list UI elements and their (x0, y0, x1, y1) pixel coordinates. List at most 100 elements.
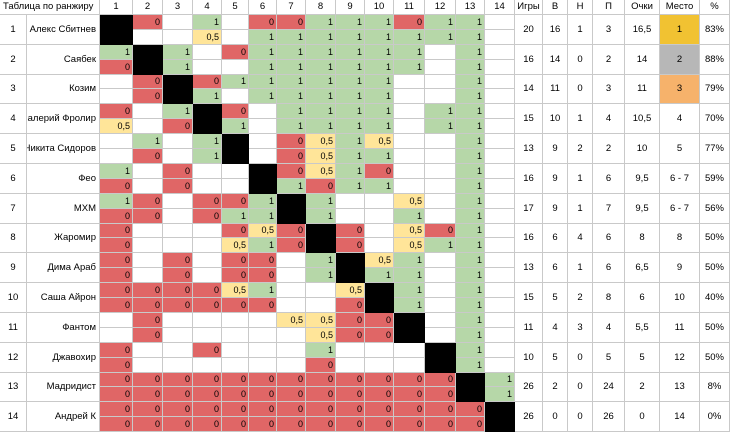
result-cell: 1 (306, 60, 336, 75)
draws-cell: 1 (568, 104, 593, 134)
result-cell: 1 (456, 224, 485, 238)
losses-cell: 26 (593, 402, 625, 432)
player-name: Джавохир (27, 343, 100, 373)
result-cell: 0,5 (306, 328, 336, 343)
place-cell: 11 (660, 313, 700, 343)
result-cell: 0,5 (306, 134, 336, 149)
result-cell: 1 (306, 119, 336, 134)
result-cell: 0 (163, 119, 193, 134)
rank-cell: 6 (0, 164, 27, 194)
stat-header: % (700, 0, 730, 15)
result-cell: 1 (456, 358, 485, 373)
result-cell: 1 (336, 104, 365, 119)
result-cell: 0 (277, 402, 306, 417)
rank-cell: 2 (0, 45, 27, 75)
place-cell: 10 (660, 283, 700, 313)
result-cell (100, 328, 133, 343)
result-cell (394, 358, 425, 373)
losses-cell: 8 (593, 283, 625, 313)
result-cell: 0 (277, 224, 306, 238)
result-cell (163, 149, 193, 164)
result-cell: 0 (133, 209, 163, 224)
games-cell: 16 (515, 224, 543, 253)
stat-header: В (543, 0, 568, 15)
result-cell: 1 (249, 89, 277, 104)
result-cell: 0 (277, 164, 306, 179)
result-cell: 0,5 (277, 313, 306, 328)
result-cell (485, 268, 515, 283)
diagonal-cell (336, 253, 365, 283)
result-cell (133, 164, 163, 179)
rank-cell: 9 (0, 253, 27, 283)
result-cell: 0 (456, 402, 485, 417)
result-cell (425, 60, 456, 75)
result-cell: 1 (394, 268, 425, 283)
result-cell: 1 (306, 75, 336, 89)
result-cell: 0 (163, 283, 193, 298)
wins-cell: 4 (543, 313, 568, 343)
result-cell: 0 (100, 373, 133, 387)
rank-cell: 11 (0, 313, 27, 343)
result-cell: 1 (394, 283, 425, 298)
result-cell: 1 (249, 30, 277, 45)
result-cell (163, 15, 193, 30)
result-cell: 0,5 (365, 134, 394, 149)
diagonal-cell (222, 134, 249, 164)
result-cell: 1 (456, 89, 485, 104)
draws-cell: 1 (568, 253, 593, 283)
result-cell: 0 (306, 179, 336, 194)
result-cell: 0 (133, 417, 163, 432)
wins-cell: 14 (543, 45, 568, 75)
result-cell: 1 (163, 104, 193, 119)
result-cell (193, 253, 222, 268)
result-cell (394, 343, 425, 358)
draws-cell: 0 (568, 343, 593, 373)
result-cell: 1 (456, 238, 485, 253)
result-cell (485, 253, 515, 268)
place-cell: 8 (660, 224, 700, 253)
result-cell: 1 (456, 134, 485, 149)
result-cell (193, 164, 222, 179)
diagonal-cell (163, 75, 193, 104)
result-cell: 0 (425, 387, 456, 402)
result-cell (193, 60, 222, 75)
result-cell (425, 194, 456, 209)
result-cell: 0,5 (222, 238, 249, 253)
percent-cell: 88% (700, 45, 730, 75)
result-cell (425, 209, 456, 224)
result-cell: 1 (277, 30, 306, 45)
player-name: Валерий Фролир (27, 104, 100, 134)
result-cell: 0,5 (249, 224, 277, 238)
result-cell (306, 283, 336, 298)
result-cell: 0 (249, 298, 277, 313)
column-header: 5 (222, 0, 249, 15)
result-cell: 0 (100, 402, 133, 417)
result-cell: 0,5 (394, 238, 425, 253)
result-cell: 0 (222, 373, 249, 387)
result-cell (365, 224, 394, 238)
result-cell: 0 (365, 373, 394, 387)
points-cell: 14 (625, 45, 660, 75)
result-cell: 1 (394, 209, 425, 224)
player-name: МХМ (27, 194, 100, 224)
result-cell: 0 (394, 387, 425, 402)
result-cell: 0 (394, 373, 425, 387)
games-cell: 15 (515, 104, 543, 134)
result-cell (133, 119, 163, 134)
result-cell: 0 (163, 179, 193, 194)
diagonal-cell (277, 194, 306, 224)
result-cell: 0,5 (394, 194, 425, 209)
result-cell: 0 (100, 358, 133, 373)
diagonal-cell (249, 164, 277, 194)
result-cell: 0 (100, 283, 133, 298)
result-cell: 0 (100, 104, 133, 119)
games-cell: 13 (515, 253, 543, 283)
points-cell: 11 (625, 75, 660, 104)
result-cell: 1 (336, 45, 365, 60)
result-cell: 1 (365, 104, 394, 119)
percent-cell: 83% (700, 15, 730, 45)
result-cell: 0,5 (306, 313, 336, 328)
result-cell (485, 30, 515, 45)
result-cell: 0 (100, 238, 133, 253)
result-cell (193, 358, 222, 373)
